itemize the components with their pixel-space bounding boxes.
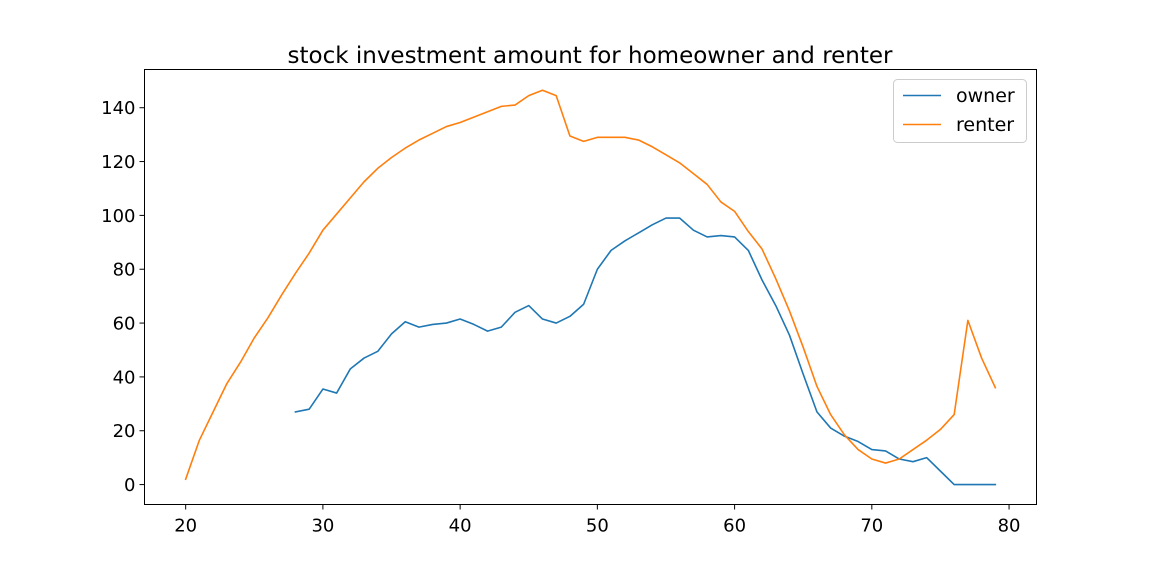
series-line-owner [294, 217, 997, 486]
x-tick-label: 80 [998, 516, 1021, 537]
x-tick-label: 20 [174, 516, 197, 537]
x-tick-label: 50 [586, 516, 609, 537]
x-tick-label: 40 [449, 516, 472, 537]
x-tick-label: 30 [311, 516, 334, 537]
y-tick-label: 20 [113, 421, 136, 442]
x-axis: 20 30 40 50 60 70 80 [174, 504, 1021, 537]
y-axis: 0 20 40 60 80 100 120 140 [101, 98, 145, 496]
x-tick-label: 60 [723, 516, 746, 537]
chart-title: stock investment amount for homeowner an… [288, 43, 894, 69]
y-tick-label: 140 [101, 98, 135, 119]
x-tick-label: 70 [860, 516, 883, 537]
series-line-renter [184, 89, 997, 481]
y-tick-label: 60 [113, 314, 136, 335]
y-tick-label: 40 [113, 367, 136, 388]
plot-frame [144, 69, 1037, 505]
y-tick-label: 120 [101, 152, 135, 173]
legend-label-owner: owner [956, 85, 1015, 107]
y-tick-label: 100 [101, 206, 135, 227]
y-tick-label: 80 [113, 260, 136, 281]
series-layer [184, 89, 997, 486]
y-tick-label: 0 [124, 475, 135, 496]
legend-label-renter: renter [956, 114, 1014, 136]
legend: owner renter [893, 79, 1027, 143]
